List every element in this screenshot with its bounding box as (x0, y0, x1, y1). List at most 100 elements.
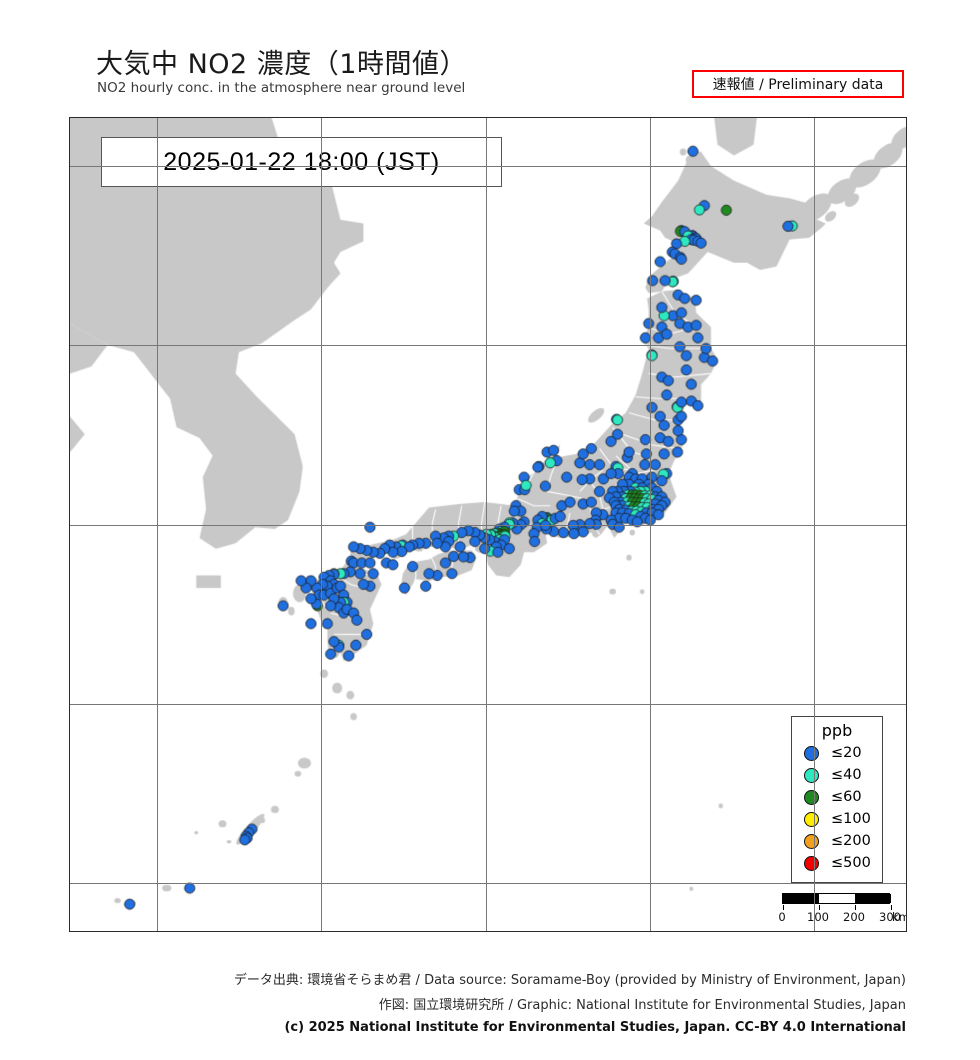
axis-minor-tick (781, 117, 782, 118)
footer-copyright: (c) 2025 National Institute for Environm… (284, 1020, 906, 1035)
axis-minor-tick (716, 117, 717, 118)
axis-minor-tick (781, 931, 782, 932)
scale-bar-tick-label: 300 (879, 910, 901, 924)
axis-minor-tick (69, 489, 70, 490)
axis-tick (814, 117, 815, 118)
axis-minor-tick (906, 489, 907, 490)
axis-minor-tick (223, 117, 224, 118)
axis-minor-tick (906, 202, 907, 203)
legend-item: ≤100 (792, 808, 882, 830)
gridline-lat (70, 703, 906, 705)
axis-tick (321, 117, 322, 118)
axis-minor-tick (69, 381, 70, 382)
axis-minor-tick (906, 560, 907, 561)
legend-item-label: ≤20 (831, 745, 862, 761)
axis-minor-tick (906, 310, 907, 311)
axis-minor-tick (69, 775, 70, 776)
legend-title: ppb (821, 721, 853, 740)
gridline-lat (70, 166, 906, 168)
axis-minor-tick (906, 847, 907, 848)
scale-bar: 0 100 200 300km (778, 893, 906, 926)
scale-bar-tick (855, 905, 856, 910)
axis-minor-tick (69, 811, 70, 812)
axis-minor-tick (354, 931, 355, 932)
page-title: 大気中 NO2 濃度（1時間値） (96, 49, 467, 80)
axis-minor-tick (749, 117, 750, 118)
axis-minor-tick (69, 596, 70, 597)
legend-color-dot (804, 745, 819, 761)
axis-tick (486, 117, 487, 118)
axis-minor-tick (420, 931, 421, 932)
scale-bar-tick (891, 905, 892, 910)
axis-minor-tick (453, 117, 454, 118)
legend-color-dot (804, 833, 819, 849)
scale-bar-labels: 0 100 200 300km (778, 910, 906, 926)
gridline-lon (814, 118, 816, 931)
legend-color-dot (804, 855, 819, 871)
axis-minor-tick (223, 931, 224, 932)
axis-minor-tick (453, 931, 454, 932)
scale-bar-tick (783, 905, 784, 910)
map-plot-area[interactable]: 2025-01-22 18:00 (JST) ppb ≤20 ≤40 ≤60 ≤100… (69, 117, 907, 932)
axis-tick (69, 166, 70, 167)
axis-minor-tick (749, 931, 750, 932)
axis-minor-tick (906, 632, 907, 633)
axis-minor-tick (69, 919, 70, 920)
gridline-lat (70, 524, 906, 526)
axis-tick (906, 345, 907, 346)
axis-minor-tick (847, 117, 848, 118)
legend-rows: ≤20 ≤40 ≤60 ≤100 ≤200 ≤500 (792, 742, 882, 874)
axis-tick (69, 883, 70, 884)
axis-minor-tick (906, 131, 907, 132)
axis-minor-tick (420, 117, 421, 118)
axis-minor-tick (584, 117, 585, 118)
axis-minor-tick (617, 931, 618, 932)
scale-bar-segment (855, 894, 891, 903)
axis-tick (69, 345, 70, 346)
axis-tick (69, 525, 70, 526)
axis-minor-tick (69, 668, 70, 669)
gridline-lat (70, 345, 906, 347)
axis-minor-tick (906, 919, 907, 920)
axis-tick (69, 704, 70, 705)
axis-minor-tick (387, 117, 388, 118)
legend-item: ≤60 (792, 786, 882, 808)
axis-tick (814, 931, 815, 932)
axis-minor-tick (906, 238, 907, 239)
axis-minor-tick (584, 931, 585, 932)
axis-tick (650, 117, 651, 118)
legend: ppb ≤20 ≤40 ≤60 ≤100 ≤200 ≤500 (791, 716, 883, 883)
axis-minor-tick (906, 668, 907, 669)
scale-bar-tick-label: 0 (778, 910, 786, 924)
axis-minor-tick (69, 632, 70, 633)
axis-minor-tick (190, 117, 191, 118)
scale-bar-track (782, 893, 892, 910)
legend-item-label: ≤100 (831, 811, 871, 827)
axis-minor-tick (906, 740, 907, 741)
footer-data-source: データ出典: 環境省そらまめ君 / Data source: Soramame-… (233, 973, 906, 988)
axis-minor-tick (124, 931, 125, 932)
axis-minor-tick (906, 811, 907, 812)
preliminary-data-badge: 速報値 / Preliminary data (692, 70, 904, 98)
axis-minor-tick (880, 931, 881, 932)
axis-minor-tick (906, 453, 907, 454)
scale-bar-tick-label: 200 (843, 910, 865, 924)
axis-minor-tick (551, 931, 552, 932)
scale-bar-tick-label: 100 (807, 910, 829, 924)
axis-minor-tick (91, 931, 92, 932)
axis-minor-tick (289, 931, 290, 932)
legend-item-label: ≤60 (831, 789, 862, 805)
axis-minor-tick (906, 596, 907, 597)
axis-tick (906, 883, 907, 884)
axis-minor-tick (880, 117, 881, 118)
axis-minor-tick (716, 931, 717, 932)
axis-minor-tick (69, 740, 70, 741)
axis-minor-tick (69, 453, 70, 454)
axis-minor-tick (906, 417, 907, 418)
gridline-lat (70, 882, 906, 884)
scale-bar-segment (819, 894, 855, 903)
axis-minor-tick (683, 931, 684, 932)
axis-tick (906, 166, 907, 167)
legend-item: ≤20 (792, 742, 882, 764)
axis-minor-tick (551, 117, 552, 118)
